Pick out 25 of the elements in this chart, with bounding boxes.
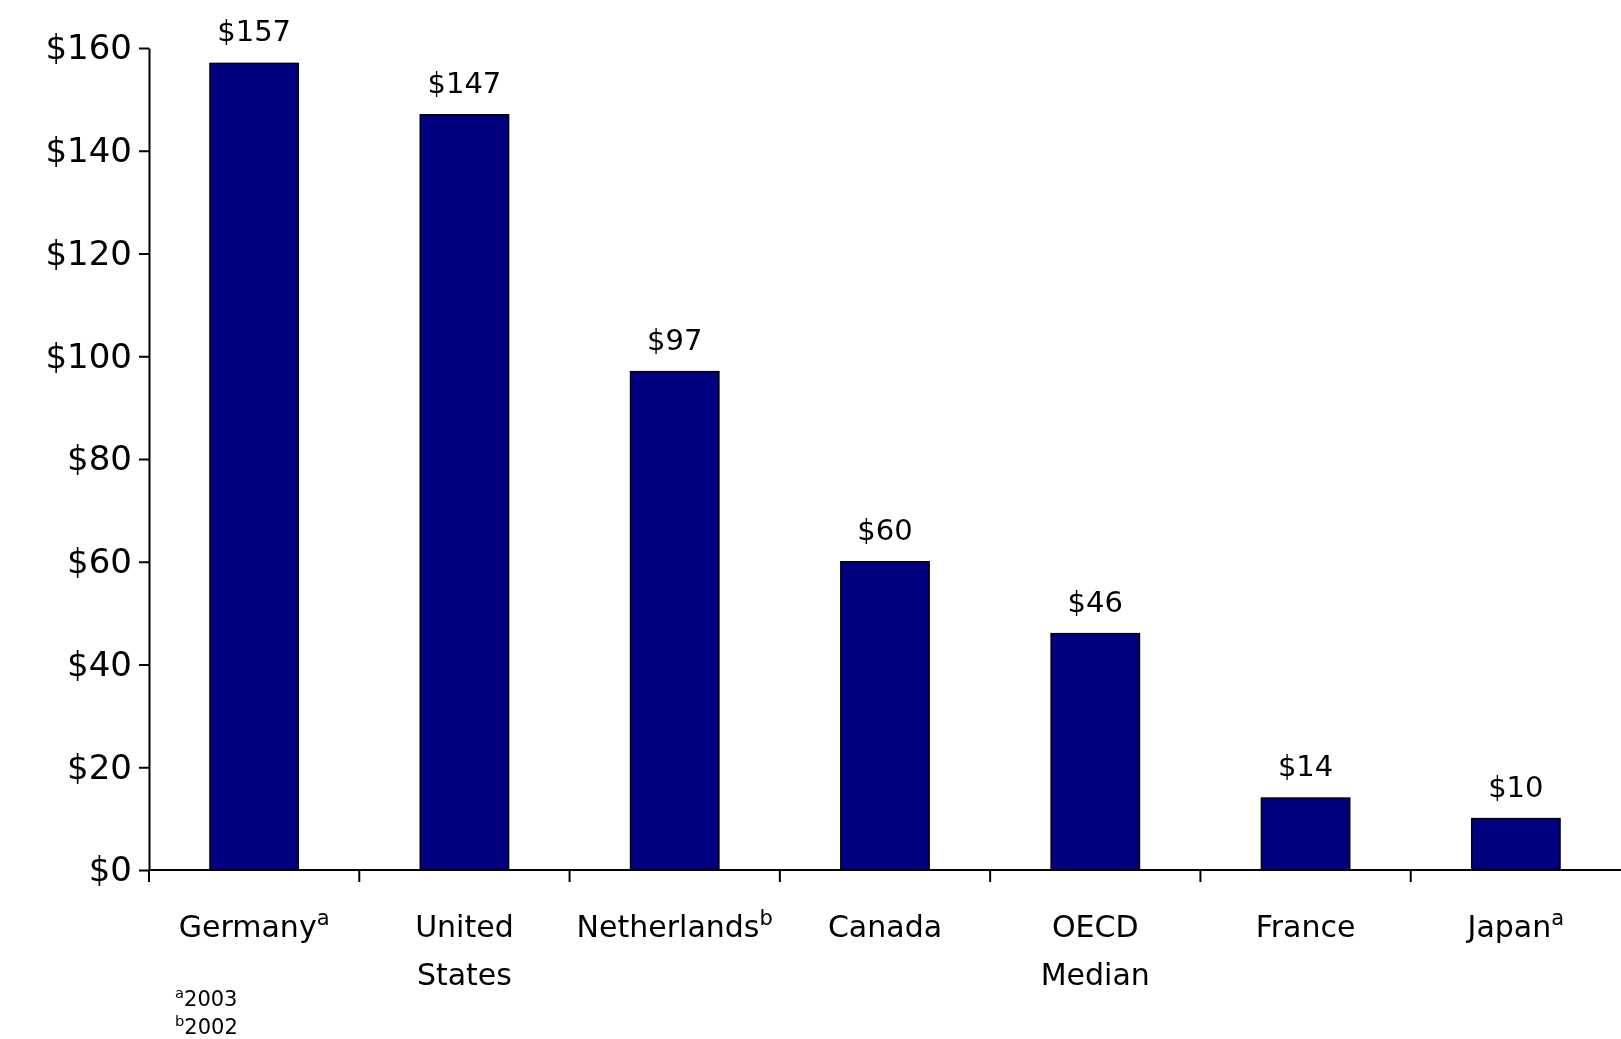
y-tick-label: $80 — [67, 438, 132, 479]
y-tick-label: $40 — [67, 643, 132, 684]
y-tick-label: $20 — [67, 746, 132, 787]
x-tick-label: Canada — [827, 909, 943, 944]
y-tick-label: $140 — [45, 130, 132, 171]
x-tick-label: France — [1255, 909, 1356, 944]
data-label: $60 — [857, 512, 913, 547]
text: $^{b}$2002 — [175, 1011, 238, 1039]
x-tick-label: OECD Median — [1040, 909, 1150, 992]
y-tick-label: $120 — [45, 232, 132, 273]
data-label: $46 — [1067, 584, 1123, 619]
data-label: $157 — [217, 14, 292, 49]
x-tick-label: Germany$^{a}$ — [178, 906, 330, 944]
y-tick-label: $160 — [45, 27, 132, 68]
data-label: $97 — [647, 322, 703, 357]
x-tick-label: Japan$^{a}$ — [1465, 906, 1565, 944]
y-tick-label: $60 — [67, 541, 132, 582]
x-tick-label: Netherlands$^{b}$ — [576, 906, 773, 944]
data-label: $10 — [1488, 769, 1544, 804]
y-tick-label: $0 — [88, 849, 132, 890]
text: $^{a}$2003 — [175, 983, 238, 1011]
y-tick-label: $100 — [45, 335, 132, 376]
x-tick-label: United States — [415, 909, 514, 992]
data-label: $14 — [1277, 749, 1334, 784]
data-label: $147 — [427, 65, 502, 100]
